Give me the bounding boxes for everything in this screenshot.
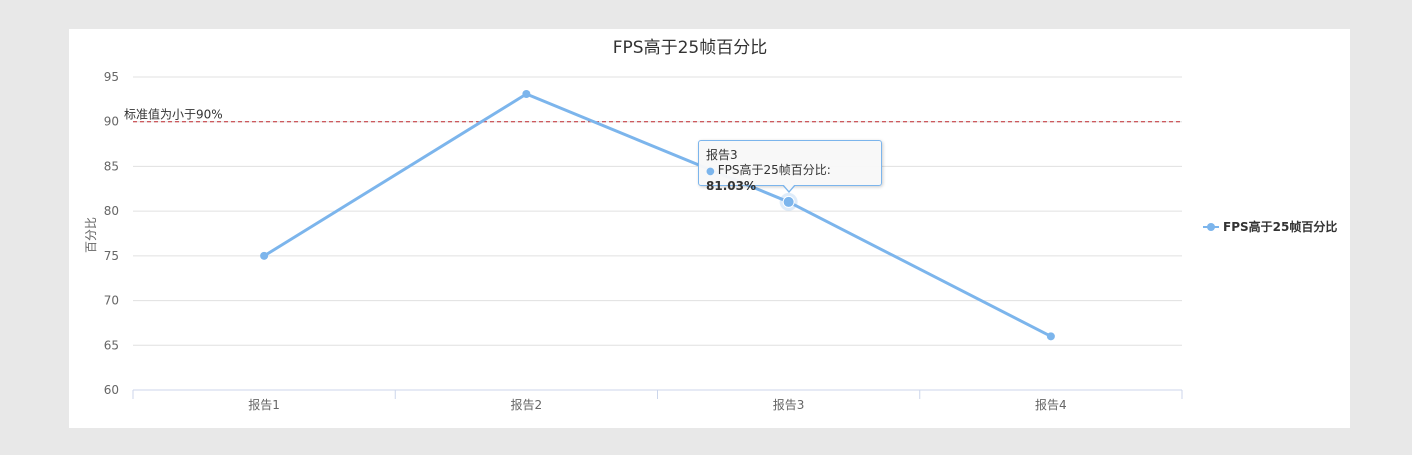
reference-line: 标准值为小于90% — [124, 107, 1182, 123]
tooltip-category: 报告3 — [706, 148, 738, 162]
chart-panel: FPS高于25帧百分比 百分比 60 65 70 75 80 85 90 95 报告1 报告2 报… — [69, 29, 1350, 428]
y-axis-title: 百分比 — [84, 217, 98, 253]
series-line — [262, 92, 1053, 338]
y-tick-label: 65 — [104, 338, 119, 352]
y-tick-label: 70 — [104, 294, 119, 308]
y-tick-label: 95 — [104, 70, 119, 84]
y-tick-label: 85 — [104, 159, 119, 173]
legend-item-label[interactable]: FPS高于25帧百分比 — [1223, 219, 1337, 234]
tooltip-value: 81.03% — [706, 179, 756, 193]
y-tick-label: 80 — [104, 204, 119, 218]
x-tick-label: 报告4 — [1035, 397, 1067, 412]
tooltip-arrow — [782, 184, 796, 193]
y-tick-label: 75 — [104, 249, 119, 263]
tooltip-series-label: FPS高于25帧百分比: — [717, 163, 831, 177]
data-point[interactable] — [260, 251, 269, 260]
y-axis-ticks: 60 65 70 75 80 85 90 95 — [104, 70, 119, 397]
legend[interactable]: FPS高于25帧百分比 — [1203, 219, 1337, 234]
reference-line-label: 标准值为小于90% — [124, 107, 223, 122]
y-tick-label: 60 — [104, 383, 119, 397]
x-axis: 报告1 报告2 报告3 报告4 — [132, 389, 1183, 412]
series-layer — [260, 89, 1055, 341]
data-point[interactable] — [782, 195, 795, 208]
data-point[interactable] — [1046, 332, 1055, 341]
data-point[interactable] — [522, 89, 531, 98]
tooltip: 报告3 ● FPS高于25帧百分比: 81.03% — [698, 140, 882, 193]
tooltip-series-dot-icon: ● — [706, 166, 715, 177]
tooltip-row: ● FPS高于25帧百分比: 81.03% — [706, 163, 881, 194]
y-tick-label: 90 — [104, 115, 119, 129]
x-tick-label: 报告1 — [248, 397, 280, 412]
x-tick-label: 报告2 — [511, 397, 543, 412]
legend-symbol-marker[interactable] — [1207, 223, 1215, 231]
x-tick-label: 报告3 — [773, 397, 805, 412]
chart-title: FPS高于25帧百分比 — [613, 38, 767, 58]
gridlines — [133, 76, 1182, 346]
